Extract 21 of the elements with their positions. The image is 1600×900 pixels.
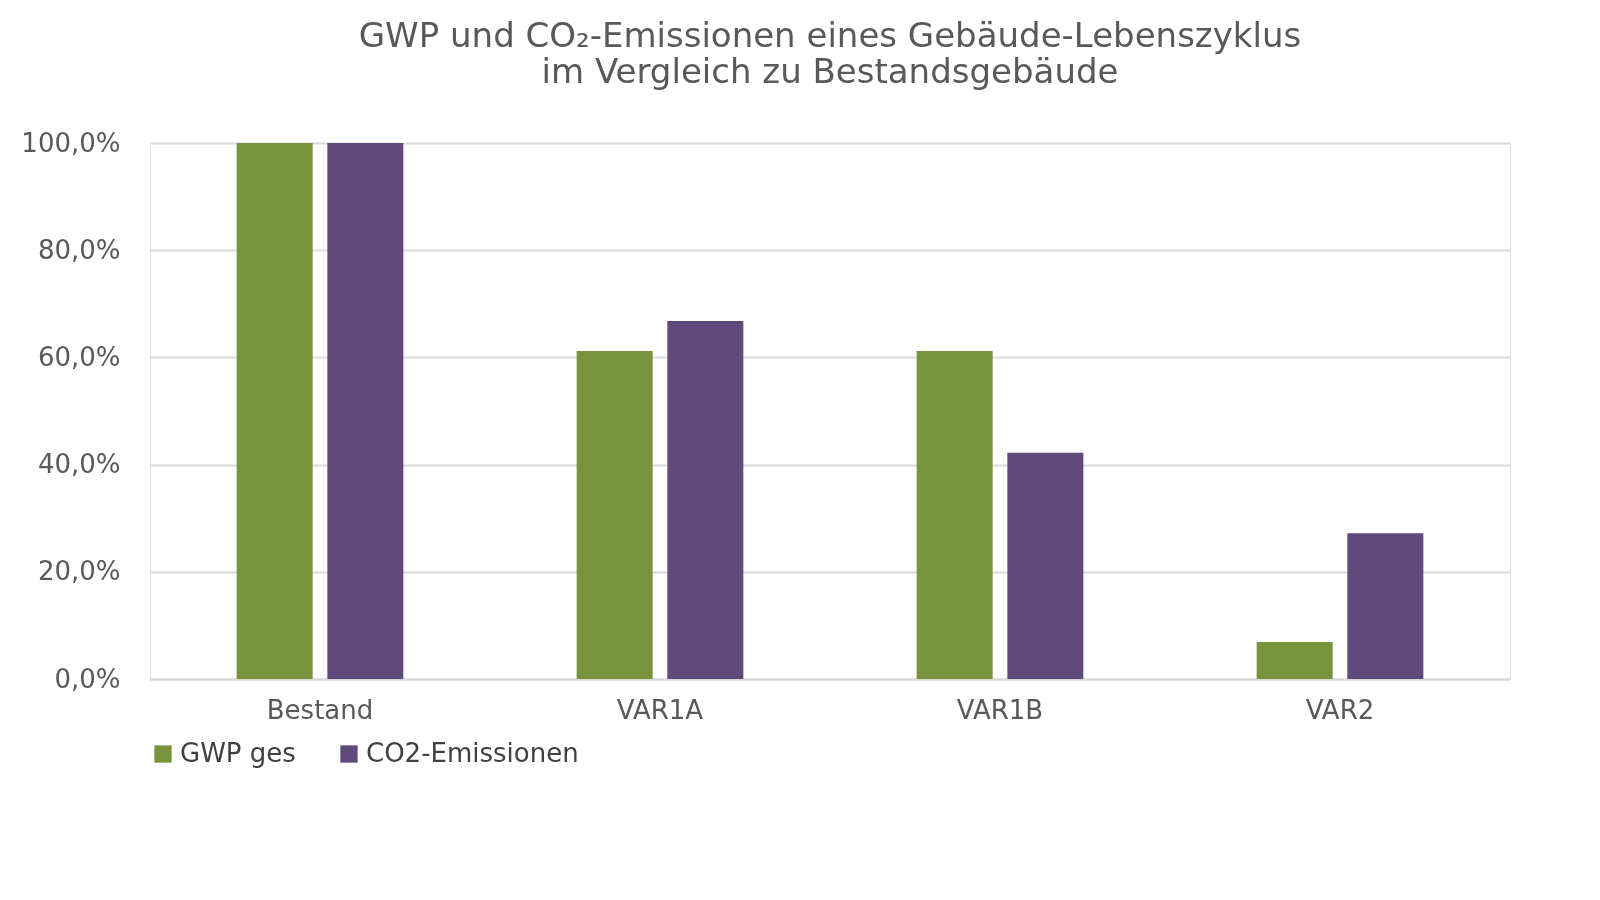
- bar: [1256, 642, 1333, 679]
- legend-label: GWP ges: [180, 738, 296, 768]
- bar: [576, 350, 653, 679]
- bar: [1007, 452, 1084, 679]
- legend-label: CO2-Emissionen: [366, 738, 579, 768]
- bar: [667, 320, 744, 679]
- y-tick-label: 100,0%: [21, 127, 121, 158]
- y-tick-label: 40,0%: [37, 449, 121, 480]
- bar: [236, 143, 313, 679]
- bar: [1347, 533, 1424, 679]
- chart-title: GWP und CO₂-Emissionen eines Gebäude-Lebenszyklus im Vergleich zu Bestandsgebäude: [358, 15, 1302, 91]
- y-tick-label: 0,0%: [54, 663, 121, 694]
- y-tick-label: 80,0%: [37, 234, 121, 265]
- x-tick-label: Bestand: [266, 694, 374, 725]
- bar: [916, 350, 993, 679]
- y-tick-label: 60,0%: [37, 341, 121, 372]
- x-tick-label: VAR1A: [616, 694, 704, 725]
- x-tick-label: VAR1B: [956, 694, 1044, 725]
- y-tick-label: 20,0%: [37, 556, 121, 587]
- x-tick-label: VAR2: [1305, 694, 1375, 725]
- bar: [327, 143, 404, 679]
